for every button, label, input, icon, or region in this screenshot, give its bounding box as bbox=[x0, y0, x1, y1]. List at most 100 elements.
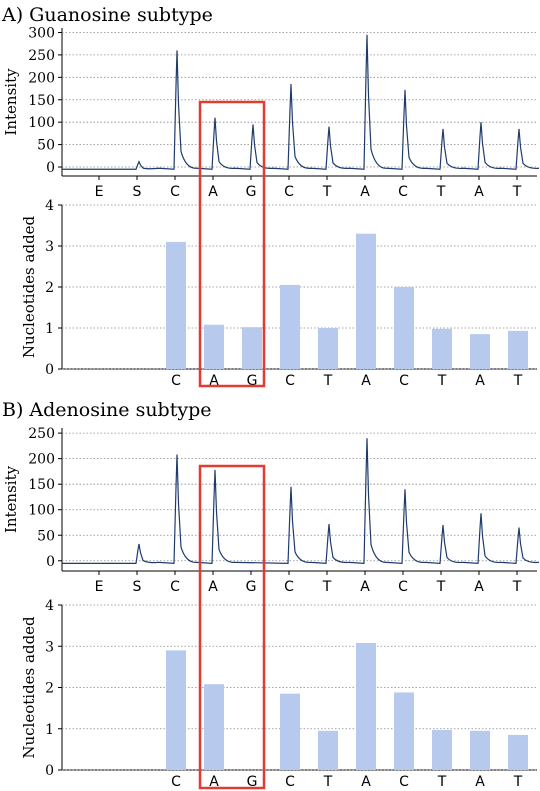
x-tick-label: T bbox=[512, 579, 522, 595]
x-tick-label: T bbox=[436, 184, 446, 200]
y-tick-label: 250 bbox=[28, 48, 55, 64]
x-tick-label: C bbox=[285, 774, 295, 790]
y-tick-label: 50 bbox=[37, 528, 55, 544]
x-tick-label: G bbox=[246, 184, 257, 200]
highlight-box bbox=[198, 464, 266, 790]
y-tick-label: 100 bbox=[28, 503, 55, 519]
x-tick-label: A bbox=[475, 373, 485, 389]
x-tick-label: G bbox=[246, 579, 257, 595]
y-tick-label: 1 bbox=[45, 722, 54, 738]
y-tick-label: 200 bbox=[28, 452, 55, 468]
x-tick-label: A bbox=[208, 184, 218, 200]
x-tick-label: C bbox=[398, 579, 408, 595]
x-tick-label: T bbox=[322, 579, 332, 595]
panel-title: A) Guanosine subtype bbox=[1, 4, 213, 26]
x-tick-label: A bbox=[361, 373, 371, 389]
y-axis-label: Intensity bbox=[2, 68, 20, 136]
x-tick-label: A bbox=[360, 184, 370, 200]
bar bbox=[470, 730, 490, 770]
x-tick-label: G bbox=[247, 373, 258, 389]
intensity-chart: 0 50 100 150 200 250 300 Intensity E S C A G C T A C T A T bbox=[2, 25, 540, 200]
bar bbox=[204, 324, 224, 369]
bar bbox=[470, 334, 490, 369]
x-tick-label: T bbox=[512, 184, 522, 200]
y-axis-label: Nucleotides added bbox=[20, 215, 38, 358]
x-tick-label: E bbox=[95, 184, 104, 200]
highlight-box bbox=[198, 100, 266, 388]
bar bbox=[356, 642, 376, 770]
x-tick-label: C bbox=[171, 774, 181, 790]
x-tick-label: T bbox=[322, 184, 332, 200]
x-tick-label: T bbox=[513, 774, 523, 790]
bar bbox=[394, 287, 414, 369]
panel-guanosine: A) Guanosine subtype 0 50 100 150 200 250 300 I… bbox=[1, 4, 540, 389]
x-tick-label: S bbox=[133, 184, 142, 200]
y-tick-label: 3 bbox=[45, 639, 54, 655]
x-tick-label: T bbox=[437, 373, 447, 389]
x-tick-label: C bbox=[284, 579, 294, 595]
panel-title: B) Adenosine subtype bbox=[2, 399, 212, 421]
bar bbox=[280, 693, 300, 770]
x-tick-label: C bbox=[170, 579, 180, 595]
intensity-trace bbox=[62, 438, 540, 564]
y-axis-label: Intensity bbox=[2, 465, 20, 533]
bar bbox=[280, 284, 300, 369]
y-tick-label: 2 bbox=[45, 280, 54, 296]
bar bbox=[394, 692, 414, 770]
bar bbox=[318, 328, 338, 369]
y-tick-label: 0 bbox=[46, 160, 55, 176]
intensity-chart: 0 50 100 150 200 250 Intensity E S C A G C T A C T A T bbox=[2, 426, 540, 595]
x-tick-label: C bbox=[171, 373, 181, 389]
x-tick-label: A bbox=[209, 373, 219, 389]
y-tick-label: 0 bbox=[45, 763, 54, 779]
x-tick-label: A bbox=[209, 774, 219, 790]
y-tick-label: 3 bbox=[45, 239, 54, 255]
x-tick-label: T bbox=[513, 373, 523, 389]
x-tick-label: A bbox=[475, 774, 485, 790]
x-tick-label: T bbox=[323, 774, 333, 790]
y-tick-label: 150 bbox=[28, 93, 55, 109]
y-tick-label: 1 bbox=[45, 321, 54, 337]
x-tick-label: A bbox=[361, 774, 371, 790]
y-tick-label: 0 bbox=[46, 554, 55, 570]
x-tick-label: C bbox=[170, 184, 180, 200]
x-tick-label: C bbox=[398, 184, 408, 200]
y-tick-label: 300 bbox=[28, 25, 55, 41]
x-tick-label: T bbox=[323, 373, 333, 389]
highlight-rect bbox=[198, 464, 266, 790]
highlight-rect bbox=[198, 100, 266, 388]
x-tick-label: C bbox=[399, 373, 409, 389]
bar bbox=[356, 233, 376, 369]
x-tick-label: C bbox=[399, 774, 409, 790]
x-tick-label: C bbox=[284, 184, 294, 200]
x-tick-label: G bbox=[247, 774, 258, 790]
x-tick-label: A bbox=[360, 579, 370, 595]
x-tick-label: A bbox=[208, 579, 218, 595]
bar bbox=[432, 328, 452, 369]
y-axis-label: Nucleotides added bbox=[20, 616, 38, 759]
y-tick-label: 200 bbox=[28, 70, 55, 86]
bar bbox=[242, 327, 262, 369]
bar bbox=[508, 330, 528, 369]
x-tick-label: E bbox=[95, 579, 104, 595]
y-tick-label: 4 bbox=[45, 598, 54, 614]
x-tick-label: T bbox=[436, 579, 446, 595]
nucleotides-chart: 0 1 2 3 4 Nucleotides added C A G C T A C T A T bbox=[20, 598, 537, 790]
panel-adenosine: B) Adenosine subtype 0 50 100 150 200 250 Inte… bbox=[2, 399, 540, 790]
bar bbox=[166, 650, 186, 770]
bar bbox=[166, 241, 186, 369]
y-tick-label: 100 bbox=[28, 115, 55, 131]
x-tick-label: A bbox=[474, 184, 484, 200]
x-tick-label: A bbox=[474, 579, 484, 595]
nucleotides-chart: 0 1 2 3 4 Nucleotides added C A G C T A C T A T bbox=[20, 198, 537, 389]
y-tick-label: 4 bbox=[45, 198, 54, 214]
y-tick-label: 2 bbox=[45, 681, 54, 697]
bar bbox=[204, 684, 224, 770]
y-tick-label: 0 bbox=[45, 362, 54, 378]
bar bbox=[508, 734, 528, 770]
x-tick-label: S bbox=[133, 579, 142, 595]
x-tick-label: T bbox=[437, 774, 447, 790]
bar bbox=[318, 730, 338, 770]
x-tick-label: C bbox=[285, 373, 295, 389]
